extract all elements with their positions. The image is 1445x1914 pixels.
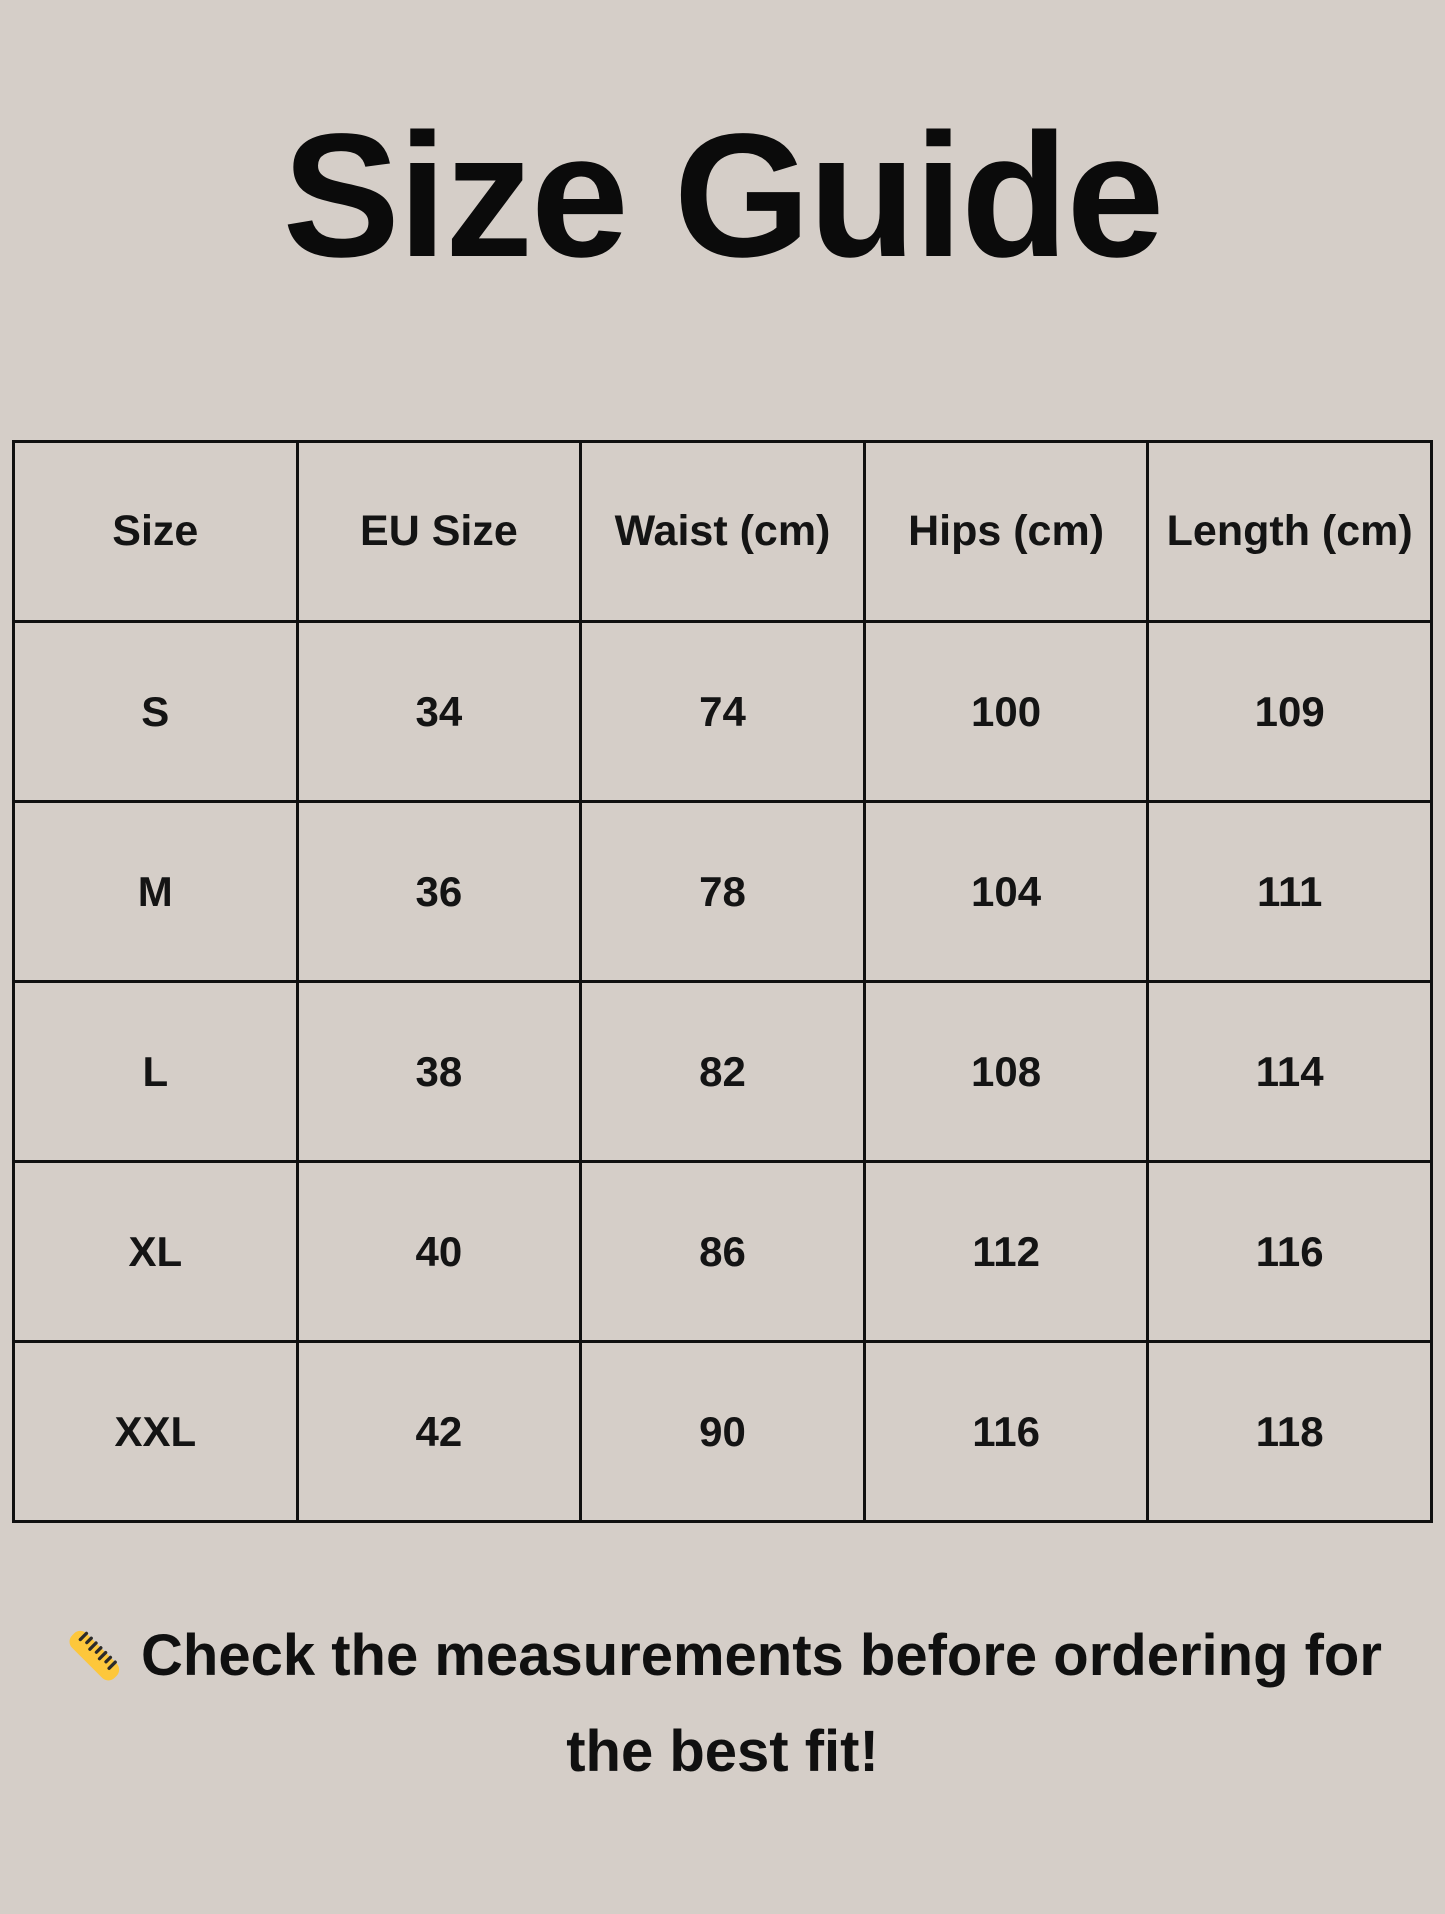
cell-hips: 116: [862, 1340, 1150, 1523]
column-header-size: Size: [12, 440, 299, 623]
footer-text-line2: the best fit!: [566, 1718, 879, 1784]
table-row: L 38 82 108 114: [12, 980, 1433, 1163]
cell-waist: 74: [579, 620, 866, 803]
cell-hips: 112: [862, 1160, 1150, 1343]
size-guide-table: Size EU Size Waist (cm) Hips (cm) Length…: [12, 440, 1433, 1523]
cell-size: L: [12, 980, 299, 1163]
cell-hips: 108: [862, 980, 1150, 1163]
footer-note: Check the measurements before ordering f…: [0, 1621, 1445, 1786]
footer-line-1: Check the measurements before ordering f…: [0, 1621, 1445, 1691]
cell-size: XXL: [12, 1340, 299, 1523]
column-header-waist: Waist (cm): [579, 440, 866, 623]
cell-size: M: [12, 800, 299, 983]
cell-waist: 82: [579, 980, 866, 1163]
column-header-eu: EU Size: [295, 440, 583, 623]
table-row: XXL 42 90 116 118: [12, 1340, 1433, 1523]
table-row: XL 40 86 112 116: [12, 1160, 1433, 1343]
table-row: M 36 78 104 111: [12, 800, 1433, 983]
cell-eu: 36: [295, 800, 583, 983]
cell-waist: 90: [579, 1340, 866, 1523]
column-header-hips: Hips (cm): [862, 440, 1150, 623]
cell-length: 114: [1146, 980, 1433, 1163]
page-title: Size Guide: [282, 98, 1165, 294]
cell-eu: 42: [295, 1340, 583, 1523]
cell-length: 111: [1146, 800, 1433, 983]
table-header-row: Size EU Size Waist (cm) Hips (cm) Length…: [12, 440, 1433, 623]
cell-length: 118: [1146, 1340, 1433, 1523]
cell-eu: 40: [295, 1160, 583, 1343]
cell-waist: 86: [579, 1160, 866, 1343]
cell-length: 109: [1146, 620, 1433, 803]
cell-size: XL: [12, 1160, 299, 1343]
ruler-icon: [69, 1630, 120, 1681]
cell-hips: 100: [862, 620, 1150, 803]
cell-waist: 78: [579, 800, 866, 983]
column-header-length: Length (cm): [1146, 440, 1433, 623]
cell-length: 116: [1146, 1160, 1433, 1343]
cell-size: S: [12, 620, 299, 803]
cell-eu: 38: [295, 980, 583, 1163]
footer-text-line1: Check the measurements before ordering f…: [141, 1623, 1382, 1688]
table-row: S 34 74 100 109: [12, 620, 1433, 803]
cell-hips: 104: [862, 800, 1150, 983]
cell-eu: 34: [295, 620, 583, 803]
